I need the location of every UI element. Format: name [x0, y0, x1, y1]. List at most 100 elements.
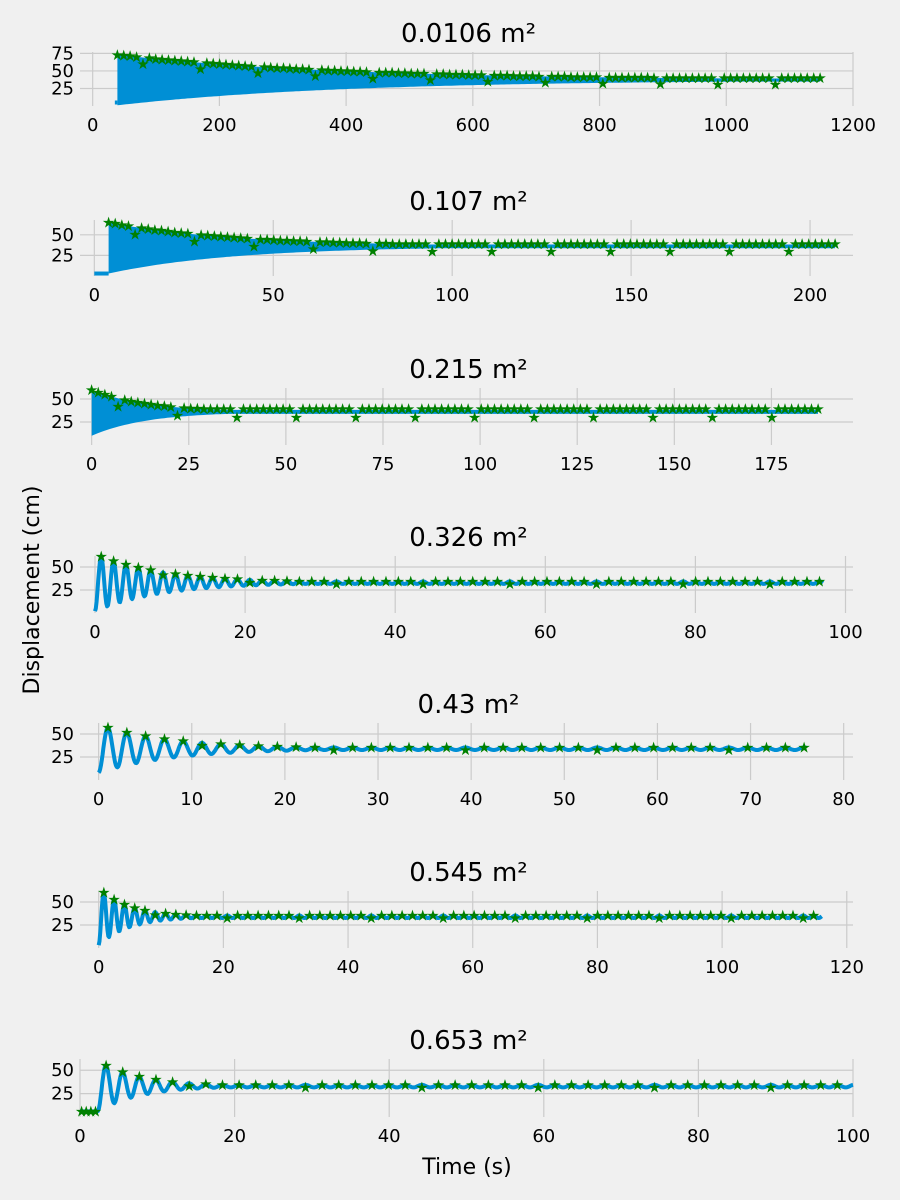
data-marker: ★ [79, 1102, 92, 1120]
data-marker: ★ [698, 69, 711, 87]
data-marker: ★ [615, 1076, 628, 1094]
data-marker: ★ [609, 738, 622, 756]
data-marker: ★ [630, 235, 643, 253]
data-marker: ★ [412, 235, 425, 253]
data-marker: ★ [553, 572, 566, 590]
data-marker: ★ [224, 400, 237, 418]
x-tick-label: 60 [532, 1126, 555, 1147]
y-axis-label: Displacement (cm) [20, 486, 45, 695]
data-marker: ★ [382, 1076, 395, 1094]
x-tick-label: 30 [367, 789, 390, 810]
data-marker: ★ [437, 909, 450, 927]
data-marker: ★ [221, 909, 234, 927]
data-marker: ★ [781, 1076, 794, 1094]
x-tick-label: 80 [687, 1126, 710, 1147]
data-marker: ★ [714, 572, 727, 590]
data-marker: ★ [657, 235, 670, 253]
x-tick-label: 20 [234, 622, 257, 643]
data-marker: ★ [217, 400, 230, 418]
data-marker: ★ [254, 230, 267, 248]
data-marker: ★ [119, 556, 132, 574]
data-marker: ★ [161, 222, 174, 240]
data-marker: ★ [745, 906, 758, 924]
data-marker: ★ [664, 572, 677, 590]
data-marker: ★ [125, 392, 138, 410]
data-marker: ★ [647, 69, 660, 87]
data-marker: ★ [631, 1076, 644, 1094]
data-marker: ★ [705, 69, 718, 87]
data-marker: ★ [97, 884, 110, 902]
data-marker: ★ [525, 235, 538, 253]
data-marker: ★ [640, 400, 653, 418]
data-marker: ★ [494, 400, 507, 418]
data-marker: ★ [766, 906, 779, 924]
series-envelope [91, 389, 818, 436]
data-marker: ★ [602, 572, 615, 590]
data-marker: ★ [607, 400, 620, 418]
data-marker: ★ [395, 400, 408, 418]
data-marker: ★ [741, 738, 754, 756]
data-marker: ★ [737, 69, 750, 87]
data-marker: ★ [366, 242, 379, 260]
x-tick-label: 50 [262, 285, 285, 306]
data-marker: ★ [303, 400, 316, 418]
x-tick-label: 600 [456, 115, 490, 136]
y-tick-label: 25 [51, 915, 74, 936]
data-marker: ★ [679, 400, 692, 418]
data-marker: ★ [270, 400, 283, 418]
data-marker: ★ [738, 572, 751, 590]
data-marker: ★ [519, 906, 532, 924]
data-marker: ★ [488, 66, 501, 84]
data-marker: ★ [199, 1075, 212, 1093]
x-tick-label: 0 [93, 957, 104, 978]
data-marker: ★ [654, 75, 667, 93]
data-marker: ★ [289, 738, 302, 756]
data-marker: ★ [648, 1079, 661, 1097]
data-marker: ★ [615, 572, 628, 590]
data-marker: ★ [459, 741, 472, 759]
data-marker: ★ [290, 408, 303, 426]
data-marker: ★ [334, 906, 347, 924]
x-tick-label: 20 [223, 1126, 246, 1147]
data-marker: ★ [560, 400, 573, 418]
data-marker: ★ [293, 909, 306, 927]
data-marker: ★ [560, 906, 573, 924]
data-marker: ★ [162, 51, 175, 69]
y-tick-label: 50 [51, 892, 74, 913]
x-tick-label: 125 [560, 454, 594, 475]
data-marker: ★ [448, 1076, 461, 1094]
data-marker: ★ [179, 906, 192, 924]
data-marker: ★ [828, 235, 841, 253]
data-marker: ★ [762, 69, 775, 87]
data-marker: ★ [149, 1071, 162, 1089]
data-marker: ★ [485, 242, 498, 260]
data-marker: ★ [615, 68, 628, 86]
data-marker: ★ [508, 400, 521, 418]
data-marker: ★ [601, 906, 614, 924]
data-marker: ★ [598, 1076, 611, 1094]
data-marker: ★ [676, 235, 689, 253]
x-tick-label: 0 [74, 1126, 85, 1147]
data-marker: ★ [290, 60, 303, 78]
data-marker: ★ [143, 49, 156, 67]
x-tick-label: 100 [435, 285, 469, 306]
data-marker: ★ [277, 59, 290, 77]
data-marker: ★ [650, 235, 663, 253]
data-marker: ★ [683, 235, 696, 253]
data-marker: ★ [801, 69, 814, 87]
data-marker: ★ [417, 65, 430, 83]
panel-7-title: 0.653 m² [409, 1026, 527, 1056]
data-marker: ★ [565, 572, 578, 590]
data-marker: ★ [564, 68, 577, 86]
data-marker: ★ [539, 906, 552, 924]
data-marker: ★ [800, 572, 813, 590]
data-marker: ★ [620, 400, 633, 418]
data-marker: ★ [718, 69, 731, 87]
data-marker: ★ [194, 568, 207, 586]
data-marker: ★ [481, 400, 494, 418]
y-tick-label: 50 [51, 225, 74, 246]
data-marker: ★ [711, 75, 724, 93]
data-marker: ★ [89, 1102, 102, 1120]
data-marker: ★ [237, 400, 250, 418]
